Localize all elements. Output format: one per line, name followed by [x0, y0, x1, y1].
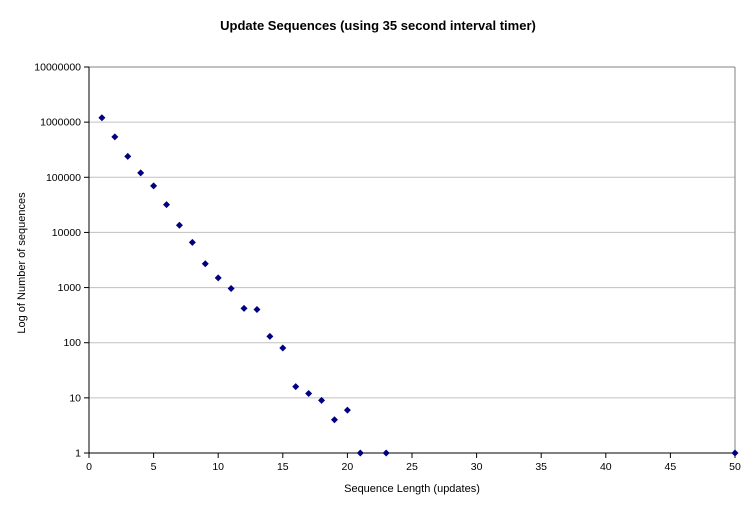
data-point [343, 406, 351, 414]
x-tick-label: 0 [86, 461, 92, 473]
data-point [214, 274, 222, 282]
y-tick-label: 10000000 [34, 62, 81, 74]
data-point [137, 169, 145, 177]
y-tick-label: 100 [63, 337, 81, 349]
x-tick-label: 10 [212, 461, 224, 473]
data-point [330, 416, 338, 424]
x-tick-label: 20 [342, 461, 354, 473]
data-point [305, 389, 313, 397]
data-point [163, 201, 171, 209]
x-tick-label: 25 [406, 461, 418, 473]
x-tick-label: 30 [471, 461, 483, 473]
y-axis-title: Log of Number of sequences [16, 192, 28, 334]
x-tick-label: 35 [535, 461, 547, 473]
data-point [253, 306, 261, 314]
data-point [731, 449, 739, 457]
x-tick-label: 50 [729, 461, 741, 473]
data-point [292, 383, 300, 391]
chart-title: Update Sequences (using 35 second interv… [220, 18, 536, 33]
y-tick-label: 1 [75, 448, 81, 460]
x-axis-title: Sequence Length (updates) [344, 483, 480, 495]
y-tick-label: 1000 [58, 282, 82, 294]
y-tick-label: 10 [69, 392, 81, 404]
y-tick-label: 10000 [52, 227, 81, 239]
data-point [279, 344, 287, 352]
x-tick-label: 15 [277, 461, 289, 473]
data-point [98, 114, 106, 122]
data-point [382, 449, 390, 457]
data-point [318, 396, 326, 404]
x-tick-label: 5 [151, 461, 157, 473]
data-point [266, 332, 274, 340]
data-point [201, 260, 209, 268]
data-point [124, 152, 132, 160]
data-point [356, 449, 364, 457]
data-point [227, 285, 235, 293]
data-point [188, 238, 196, 246]
data-point [240, 304, 248, 312]
data-point [111, 133, 119, 141]
y-tick-label: 1000000 [40, 117, 81, 129]
y-tick-label: 100000 [46, 172, 81, 184]
x-tick-label: 40 [600, 461, 612, 473]
data-point [175, 221, 183, 229]
x-tick-label: 45 [665, 461, 677, 473]
data-point [150, 182, 158, 190]
